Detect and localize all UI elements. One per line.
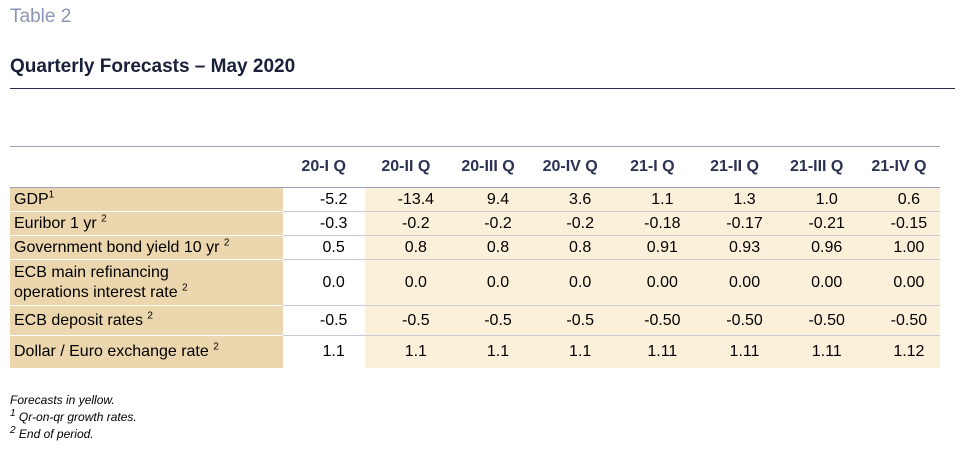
table-cell: -0.3 [282, 211, 365, 236]
table-cell: 0.8 [529, 235, 612, 260]
table-cell: 1.00 [857, 235, 940, 260]
table-cell: 1.1 [611, 187, 694, 212]
table-cell: 0.0 [364, 259, 447, 306]
row-label: Euribor 1 yr 2 [10, 211, 283, 236]
table-cell: 0.00 [611, 259, 694, 306]
row-label: GDP1 [10, 187, 283, 212]
table-cell: -0.17 [693, 211, 776, 236]
row-label: Government bond yield 10 yr 2 [10, 235, 283, 260]
column-header: 21-III Q [775, 146, 858, 188]
table-cell: -0.5 [364, 305, 447, 336]
table-cell: -0.2 [364, 211, 447, 236]
table-cell: 1.0 [775, 187, 858, 212]
table-cell: 0.00 [693, 259, 776, 306]
column-header: 20-I Q [282, 146, 365, 188]
footnote-1: 1 Qr-on-qr growth rates. [10, 408, 137, 425]
table-cell: 9.4 [446, 187, 530, 212]
table-cell: 3.6 [529, 187, 612, 212]
table-cell: -0.5 [446, 305, 530, 336]
table-cell: 1.12 [857, 335, 940, 368]
title-divider [10, 88, 955, 89]
row-label: ECB main refinancing operations interest … [10, 259, 283, 306]
column-header: 21-I Q [611, 146, 694, 188]
table-cell: -0.5 [529, 305, 612, 336]
table-row-euribor: Euribor 1 yr 2 -0.3 -0.2 -0.2 -0.2 -0.18… [10, 211, 940, 236]
table-cell: 0.00 [775, 259, 858, 306]
table-cell: -5.2 [282, 187, 365, 212]
table-cell: 0.5 [282, 235, 365, 260]
table-cell: -0.50 [775, 305, 858, 336]
table-cell: -0.5 [282, 305, 365, 336]
table-title: Quarterly Forecasts – May 2020 [10, 56, 296, 77]
forecast-table: 20-I Q 20-II Q 20-III Q 20-IV Q 21-I Q 2… [10, 146, 940, 368]
table-cell: -0.18 [611, 211, 694, 236]
column-header: 21-II Q [693, 146, 776, 188]
table-row-gdp: GDP1 -5.2 -13.4 9.4 3.6 1.1 1.3 1.0 0.6 [10, 187, 940, 212]
table-cell: 1.1 [446, 335, 530, 368]
row-label: Dollar / Euro exchange rate 2 [10, 335, 283, 368]
header-corner [10, 146, 283, 188]
table-cell: -0.15 [857, 211, 940, 236]
table-cell: -13.4 [364, 187, 447, 212]
column-header: 21-IV Q [857, 146, 940, 188]
table-cell: 0.93 [693, 235, 776, 260]
table-cell: -0.50 [693, 305, 776, 336]
table-cell: 0.00 [857, 259, 940, 306]
row-label: ECB deposit rates 2 [10, 305, 283, 336]
table-cell: 0.91 [611, 235, 694, 260]
table-cell: 1.11 [693, 335, 776, 368]
table-caption: Table 2 [10, 6, 72, 27]
table-cell: 1.11 [775, 335, 858, 368]
forecast-note: Forecasts in yellow. [10, 393, 115, 407]
table-cell: -0.2 [446, 211, 530, 236]
table-row-ecb-refinancing: ECB main refinancing operations interest … [10, 259, 940, 306]
table-cell: 0.8 [364, 235, 447, 260]
table-cell: 0.96 [775, 235, 858, 260]
table-cell: -0.2 [529, 211, 612, 236]
table-cell: -0.50 [611, 305, 694, 336]
table-cell: 1.11 [611, 335, 694, 368]
table-cell: 0.8 [446, 235, 530, 260]
column-header: 20-III Q [446, 146, 530, 188]
table-cell: 0.6 [857, 187, 940, 212]
header-row: 20-I Q 20-II Q 20-III Q 20-IV Q 21-I Q 2… [10, 146, 940, 188]
footnote-2: 2 End of period. [10, 425, 94, 442]
column-header: 20-II Q [364, 146, 447, 188]
table-row-bond-yield: Government bond yield 10 yr 2 0.5 0.8 0.… [10, 235, 940, 260]
table-cell: -0.21 [775, 211, 858, 236]
table-cell: 1.1 [529, 335, 612, 368]
column-header: 20-IV Q [529, 146, 612, 188]
table-cell: 1.3 [693, 187, 776, 212]
table-row-exchange-rate: Dollar / Euro exchange rate 2 1.1 1.1 1.… [10, 335, 940, 368]
table-cell: -0.50 [857, 305, 940, 336]
table-cell: 0.0 [446, 259, 530, 306]
table-cell: 0.0 [529, 259, 612, 306]
table-notes: Forecasts in yellow. 1 Qr-on-qr growth r… [10, 392, 137, 443]
table-row-ecb-deposit: ECB deposit rates 2 -0.5 -0.5 -0.5 -0.5 … [10, 305, 940, 336]
table-cell: 0.0 [282, 259, 365, 306]
table-cell: 1.1 [364, 335, 447, 368]
table-cell: 1.1 [282, 335, 365, 368]
